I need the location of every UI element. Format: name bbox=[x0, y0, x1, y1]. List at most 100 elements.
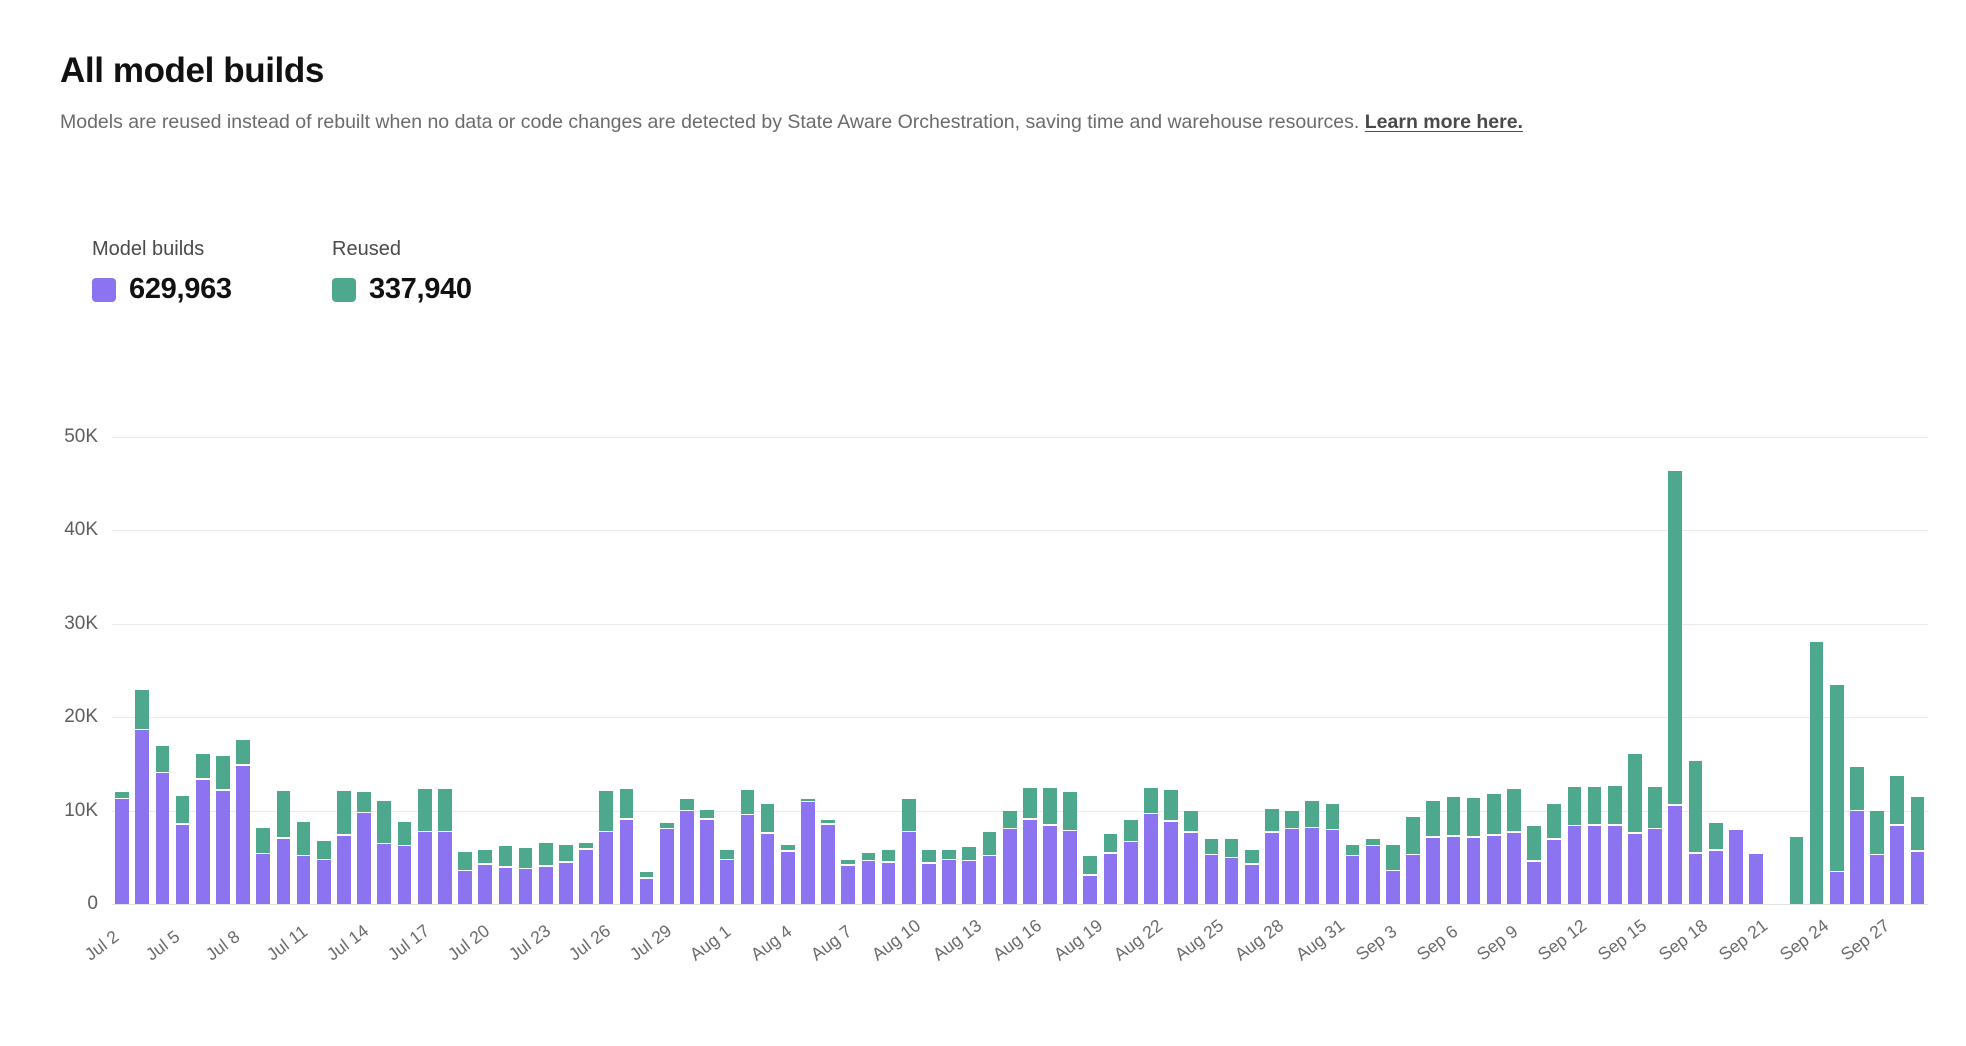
bar-slot[interactable] bbox=[939, 418, 959, 904]
bar-slot[interactable] bbox=[879, 418, 899, 904]
stacked-bar[interactable] bbox=[1567, 786, 1582, 904]
stacked-bar[interactable] bbox=[599, 791, 614, 904]
bar-slot[interactable] bbox=[515, 418, 535, 904]
bar-slot[interactable] bbox=[1181, 418, 1201, 904]
stacked-bar[interactable] bbox=[1063, 792, 1078, 904]
stacked-bar[interactable] bbox=[1809, 642, 1824, 904]
bar-slot[interactable] bbox=[1625, 418, 1645, 904]
stacked-bar[interactable] bbox=[1244, 850, 1259, 904]
bar-slot[interactable] bbox=[394, 418, 414, 904]
bar-slot[interactable] bbox=[1806, 418, 1826, 904]
stacked-bar[interactable] bbox=[901, 798, 916, 904]
stacked-bar[interactable] bbox=[316, 840, 331, 904]
stacked-bar[interactable] bbox=[881, 850, 896, 904]
bar-slot[interactable] bbox=[1706, 418, 1726, 904]
bar-slot[interactable] bbox=[1040, 418, 1060, 904]
bar-slot[interactable] bbox=[1887, 418, 1907, 904]
stacked-bar[interactable] bbox=[861, 852, 876, 904]
bar-slot[interactable] bbox=[1544, 418, 1564, 904]
bar-slot[interactable] bbox=[435, 418, 455, 904]
stacked-bar[interactable] bbox=[175, 795, 190, 904]
stacked-bar[interactable] bbox=[619, 789, 634, 904]
bar-slot[interactable] bbox=[1161, 418, 1181, 904]
stacked-bar[interactable] bbox=[135, 690, 150, 904]
stacked-bar[interactable] bbox=[1123, 820, 1138, 904]
stacked-bar[interactable] bbox=[538, 842, 553, 904]
bar-slot[interactable] bbox=[596, 418, 616, 904]
stacked-bar[interactable] bbox=[1910, 796, 1925, 904]
learn-more-link[interactable]: Learn more here. bbox=[1364, 110, 1523, 133]
stacked-bar[interactable] bbox=[1587, 786, 1602, 904]
stacked-bar[interactable] bbox=[155, 745, 170, 904]
bar-slot[interactable] bbox=[1605, 418, 1625, 904]
stacked-bar[interactable] bbox=[1265, 809, 1279, 904]
stacked-bar[interactable] bbox=[1527, 825, 1541, 904]
stacked-bar[interactable] bbox=[740, 790, 755, 904]
bar-slot[interactable] bbox=[1403, 418, 1423, 904]
bar-slot[interactable] bbox=[536, 418, 556, 904]
stacked-bar[interactable] bbox=[579, 842, 593, 904]
stacked-bar[interactable] bbox=[962, 847, 977, 904]
bar-slot[interactable] bbox=[979, 418, 999, 904]
bar-slot[interactable] bbox=[1322, 418, 1342, 904]
bar-slot[interactable] bbox=[415, 418, 435, 904]
stacked-bar[interactable] bbox=[115, 792, 129, 904]
bar-slot[interactable] bbox=[475, 418, 495, 904]
stacked-bar[interactable] bbox=[1204, 838, 1219, 904]
stacked-bar[interactable] bbox=[922, 850, 936, 904]
stacked-bar[interactable] bbox=[1285, 810, 1299, 904]
stacked-bar[interactable] bbox=[1890, 776, 1905, 904]
bar-slot[interactable] bbox=[858, 418, 878, 904]
stacked-bar[interactable] bbox=[559, 844, 573, 904]
stacked-bar[interactable] bbox=[1648, 786, 1662, 904]
bar-slot[interactable] bbox=[233, 418, 253, 904]
stacked-bar[interactable] bbox=[1164, 790, 1178, 904]
stacked-bar[interactable] bbox=[216, 755, 230, 904]
bar-slot[interactable] bbox=[1645, 418, 1665, 904]
bar-slot[interactable] bbox=[1221, 418, 1241, 904]
bar-slot[interactable] bbox=[1786, 418, 1806, 904]
stacked-bar[interactable] bbox=[1103, 834, 1118, 904]
bar-slot[interactable] bbox=[173, 418, 193, 904]
stacked-bar[interactable] bbox=[1668, 470, 1683, 904]
bar-slot[interactable] bbox=[1363, 418, 1383, 904]
stacked-bar[interactable] bbox=[1002, 810, 1017, 904]
bar-slot[interactable] bbox=[294, 418, 314, 904]
stacked-bar[interactable] bbox=[720, 850, 735, 904]
bar-slot[interactable] bbox=[1726, 418, 1746, 904]
stacked-bar[interactable] bbox=[518, 848, 533, 904]
stacked-bar[interactable] bbox=[458, 852, 472, 904]
bar-slot[interactable] bbox=[1423, 418, 1443, 904]
bar-slot[interactable] bbox=[959, 418, 979, 904]
bar-slot[interactable] bbox=[717, 418, 737, 904]
stacked-bar[interactable] bbox=[659, 823, 674, 904]
bar-slot[interactable] bbox=[1685, 418, 1705, 904]
stacked-bar[interactable] bbox=[680, 798, 694, 904]
stacked-bar[interactable] bbox=[1466, 797, 1481, 904]
stacked-bar[interactable] bbox=[397, 822, 412, 904]
stacked-bar[interactable] bbox=[337, 791, 351, 904]
bar-slot[interactable] bbox=[1100, 418, 1120, 904]
stacked-bar[interactable] bbox=[1406, 817, 1420, 904]
stacked-bar[interactable] bbox=[498, 846, 513, 904]
bar-slot[interactable] bbox=[213, 418, 233, 904]
bar-slot[interactable] bbox=[112, 418, 132, 904]
bar-slot[interactable] bbox=[1342, 418, 1362, 904]
bar-slot[interactable] bbox=[576, 418, 596, 904]
stacked-bar[interactable] bbox=[437, 788, 452, 904]
stacked-bar[interactable] bbox=[1789, 836, 1804, 904]
stacked-bar[interactable] bbox=[780, 844, 795, 904]
bar-slot[interactable] bbox=[374, 418, 394, 904]
bar-slot[interactable] bbox=[1000, 418, 1020, 904]
bar-slot[interactable] bbox=[818, 418, 838, 904]
stacked-bar[interactable] bbox=[1749, 853, 1763, 904]
bar-slot[interactable] bbox=[838, 418, 858, 904]
bar-slot[interactable] bbox=[1020, 418, 1040, 904]
bar-slot[interactable] bbox=[677, 418, 697, 904]
bar-slot[interactable] bbox=[1443, 418, 1463, 904]
stacked-bar[interactable] bbox=[801, 798, 815, 904]
bar-slot[interactable] bbox=[1121, 418, 1141, 904]
stacked-bar[interactable] bbox=[417, 789, 432, 904]
stacked-bar[interactable] bbox=[276, 791, 291, 904]
stacked-bar[interactable] bbox=[982, 832, 997, 904]
